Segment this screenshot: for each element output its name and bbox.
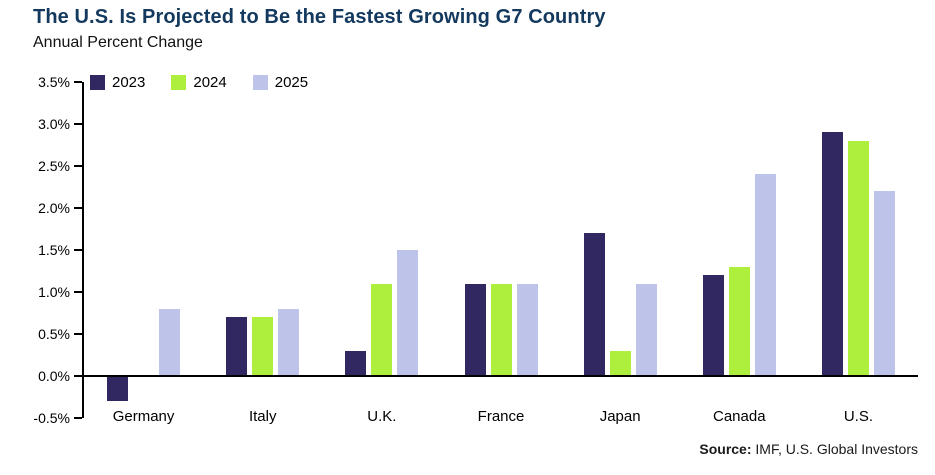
bar-uk-2024 bbox=[371, 283, 393, 376]
y-axis-tick bbox=[74, 417, 82, 419]
chart-subtitle: Annual Percent Change bbox=[33, 34, 203, 51]
y-axis-label: 3.5% bbox=[38, 74, 70, 90]
bar-germany-2023 bbox=[107, 376, 129, 402]
legend-item-2023: 2023 bbox=[90, 74, 145, 91]
chart-legend: 2023 2024 2025 bbox=[90, 74, 308, 91]
x-axis-label-france: France bbox=[477, 408, 525, 425]
x-axis-label-us: U.S. bbox=[843, 408, 874, 425]
x-axis-zero-line bbox=[84, 375, 918, 377]
y-axis-label: 1.5% bbox=[38, 242, 70, 258]
y-axis-label: 2.0% bbox=[38, 200, 70, 216]
bar-uk-2023 bbox=[345, 350, 367, 376]
x-axis-label-germany: Germany bbox=[112, 408, 175, 425]
bar-france-2025 bbox=[516, 283, 538, 376]
source-label: Source: bbox=[699, 441, 752, 457]
x-axis-label-japan: Japan bbox=[599, 408, 641, 425]
y-axis-label: -0.5% bbox=[33, 410, 70, 426]
y-axis-tick bbox=[74, 375, 82, 377]
bar-japan-2023 bbox=[583, 233, 605, 376]
bar-france-2023 bbox=[464, 283, 486, 376]
y-axis-tick bbox=[74, 123, 82, 125]
bar-italy-2024 bbox=[252, 317, 274, 376]
y-axis-tick bbox=[74, 165, 82, 167]
bar-france-2024 bbox=[490, 283, 512, 376]
bar-italy-2023 bbox=[226, 317, 248, 376]
legend-item-2024: 2024 bbox=[171, 74, 227, 91]
y-axis-tick bbox=[74, 207, 82, 209]
y-axis-line bbox=[82, 82, 84, 418]
legend-swatch-2023 bbox=[90, 75, 105, 90]
y-axis-label: 2.5% bbox=[38, 158, 70, 174]
chart-title: The U.S. Is Projected to Be the Fastest … bbox=[33, 6, 606, 28]
x-axis-label-uk: U.K. bbox=[367, 408, 397, 425]
x-axis-label-italy: Italy bbox=[248, 408, 277, 425]
legend-label-2023: 2023 bbox=[112, 74, 146, 91]
y-axis-label: 0.5% bbox=[38, 326, 70, 342]
legend-item-2025: 2025 bbox=[252, 74, 309, 91]
source-note: Source: IMF, U.S. Global Investors bbox=[699, 441, 918, 457]
y-axis-label: 1.0% bbox=[38, 284, 70, 300]
bar-us-2025 bbox=[873, 191, 895, 376]
source-text: IMF, U.S. Global Investors bbox=[751, 441, 918, 457]
bar-canada-2025 bbox=[754, 174, 776, 376]
bar-japan-2024 bbox=[609, 350, 631, 376]
bar-canada-2023 bbox=[702, 275, 724, 376]
y-axis-label: 3.0% bbox=[38, 116, 70, 132]
bar-us-2024 bbox=[847, 140, 869, 376]
x-axis-label-canada: Canada bbox=[713, 408, 766, 425]
bar-us-2023 bbox=[821, 132, 843, 376]
y-axis-tick bbox=[74, 81, 82, 83]
legend-label-2024: 2024 bbox=[193, 74, 227, 91]
y-axis-label: 0.0% bbox=[38, 368, 70, 384]
bar-italy-2025 bbox=[278, 308, 300, 376]
legend-label-2025: 2025 bbox=[274, 74, 309, 91]
y-axis-tick bbox=[74, 249, 82, 251]
bar-germany-2025 bbox=[159, 308, 181, 376]
bar-japan-2025 bbox=[635, 283, 657, 376]
bar-uk-2025 bbox=[397, 250, 419, 376]
y-axis-tick bbox=[74, 291, 82, 293]
legend-swatch-2025 bbox=[252, 75, 268, 90]
legend-swatch-2024 bbox=[171, 75, 187, 90]
y-axis-tick bbox=[74, 333, 82, 335]
bar-canada-2024 bbox=[728, 266, 750, 376]
